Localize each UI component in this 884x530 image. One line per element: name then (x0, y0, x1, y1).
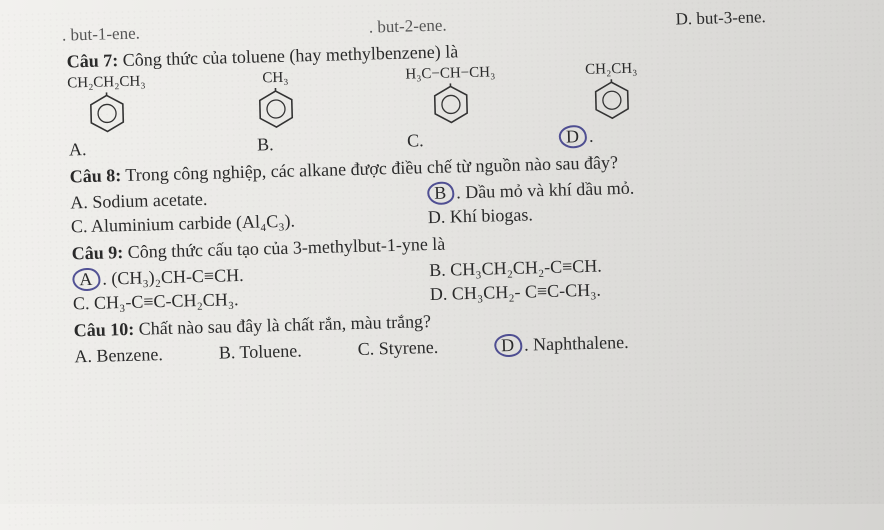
q7-choice-B: CH₃ B. (255, 68, 297, 158)
q7-choice-C: H₃C−CH−CH₃ C. (405, 63, 497, 154)
pen-circle-icon: B (427, 181, 455, 205)
q10-text: Chất nào sau đây là chất rắn, màu trắng? (138, 311, 431, 339)
q7-C-substituent: H₃C−CH−CH₃ (405, 63, 495, 86)
q7-choice-A: CH₂CH₂CH₃ A. (67, 72, 147, 163)
q10-A: A. Benzene. (74, 342, 163, 369)
q7-A-tag: A. (69, 137, 87, 162)
q10-B: B. Toluene. (219, 338, 303, 364)
q10-C: C. Styrene. (357, 335, 438, 361)
q7-choice-D: CH₂CH₃ D . (585, 59, 639, 149)
q10-D: D . Naphthalene. (494, 330, 629, 358)
q9-A-text: . (CH₃)₂CH-C≡CH. (102, 265, 244, 289)
benzene-ring-icon (256, 88, 297, 131)
q7-label: Câu 7: (66, 50, 118, 71)
q7-C-tag: C. (407, 129, 424, 154)
q9-text: Công thức cấu tạo của 3-methylbut-1-yne … (127, 233, 445, 261)
q7-D-substituent: CH₂CH₃ (585, 59, 638, 81)
q7-D-tag: D . (559, 124, 594, 149)
pen-circle-icon: D (559, 125, 588, 149)
q8-B-text: . Dầu mỏ và khí dầu mỏ. (456, 178, 634, 203)
benzene-ring-icon (592, 79, 633, 122)
q10-D-text: . Naphthalene. (524, 332, 629, 355)
q7-A-substituent: CH₂CH₂CH₃ (67, 72, 146, 94)
q8-label: Câu 8: (69, 165, 121, 186)
prev-frag-left: . but-1-ene. (62, 23, 140, 48)
q7-B-tag: B. (257, 133, 274, 158)
pen-circle-icon: A (72, 268, 101, 292)
prev-frag-right2: D. but-3-ene. (675, 6, 766, 31)
q7-B-substituent: CH₃ (262, 68, 289, 89)
q10-label: Câu 10: (73, 318, 134, 340)
prev-frag-right1: . but-2-ene. (369, 15, 447, 40)
pen-circle-icon: D (494, 334, 523, 358)
benzene-ring-icon (431, 83, 472, 126)
benzene-ring-icon (87, 92, 128, 135)
q9-label: Câu 9: (71, 242, 123, 263)
